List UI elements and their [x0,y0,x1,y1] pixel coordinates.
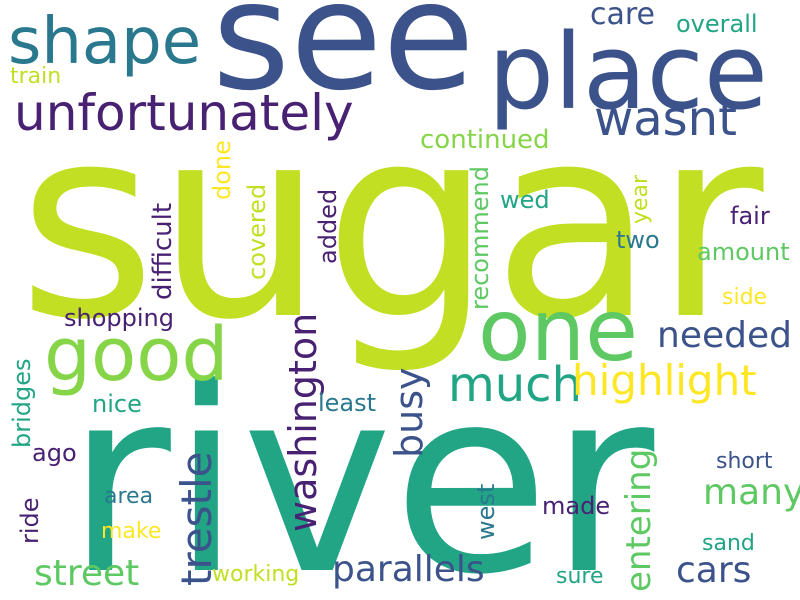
word-amount: amount [697,238,790,266]
word-wasnt: wasnt [594,91,737,147]
word-overall: overall [676,10,758,38]
word-working: working [212,562,300,587]
word-care: care [590,0,656,32]
word-added: added [314,188,342,264]
word-good: good [44,312,229,398]
word-cars: cars [676,550,752,591]
word-nice: nice [92,390,142,418]
word-bridges: bridges [8,358,36,448]
word-washington: washington [281,312,325,532]
word-ago: ago [32,439,77,467]
word-short: short [716,449,773,474]
word-least: least [318,389,377,417]
word-shape: shape [8,5,202,79]
word-ride: ride [16,497,44,544]
word-make: make [101,519,162,544]
word-made: made [542,492,611,520]
word-sure: sure [556,564,604,589]
word-needed: needed [657,315,792,356]
word-done: done [208,140,236,200]
word-entering: entering [619,448,659,592]
word-many: many [703,472,800,513]
word-river: river [66,334,655,600]
word-wed: wed [500,186,550,214]
word-one: one [478,281,639,381]
word-parallels: parallels [332,549,485,590]
word-much: much [448,357,582,413]
word-two: two [616,226,660,254]
word-fair: fair [730,202,770,230]
word-sand: sand [702,531,755,556]
word-difficult: difficult [148,202,178,300]
word-see: see [212,0,475,124]
word-unfortunately: unfortunately [14,84,354,142]
word-year: year [628,174,653,224]
word-west: west [472,483,500,540]
word-busy: busy [387,367,431,459]
word-recommend: recommend [466,166,494,310]
word-side: side [722,285,768,310]
word-shopping: shopping [64,304,174,332]
word-place: place [488,11,768,133]
word-area: area [104,484,154,509]
word-street: street [34,553,140,594]
word-continued: continued [420,125,550,155]
word-highlight: highlight [572,356,757,405]
word-sugar: sugar [18,70,764,378]
word-covered: covered [243,183,271,280]
word-train: train [10,64,62,89]
